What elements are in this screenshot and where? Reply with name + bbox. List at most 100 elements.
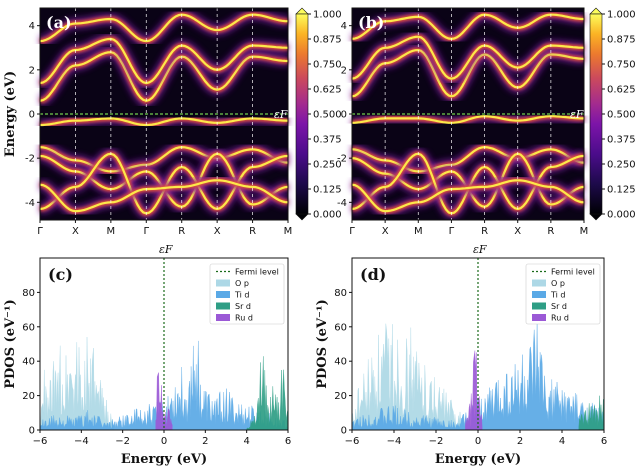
x-tick-label: 2 — [517, 436, 523, 447]
kpoint-label: R — [249, 226, 256, 237]
colorbar-tick-label: 0.000 — [607, 210, 636, 221]
legend-swatch — [216, 291, 230, 298]
colorbar-tick-label: 0.250 — [607, 160, 636, 171]
band-line — [351, 145, 585, 173]
colorbar-tick-label: 0.750 — [313, 60, 342, 71]
legend-entry: Fermi level — [235, 268, 279, 277]
fermi-label: εF — [570, 108, 584, 121]
colorbar-tick-label: 0.125 — [313, 185, 342, 196]
legend-entry: Sr d — [551, 302, 567, 311]
legend: Fermi level O p Ti d Sr d Ru d — [525, 263, 601, 325]
colorbar-tick-label: 0.500 — [607, 110, 636, 121]
band-line — [39, 51, 289, 103]
panel-label: (d) — [360, 265, 386, 284]
band-structure-panel-1: εF -4 -2 0 2 4 Γ X M Γ R X R M (b) 0.000 0.125 0.250 0.375… — [337, 7, 636, 237]
colorbar-tick-label: 0.875 — [313, 35, 342, 46]
band-line — [39, 179, 289, 213]
kpoint-label: Γ — [143, 226, 149, 237]
colorbar-tick-label: 0.250 — [313, 160, 342, 171]
colorbar — [295, 13, 309, 215]
band-line — [351, 179, 585, 213]
y-axis-label: PDOS (eV⁻¹) — [3, 299, 18, 389]
y-tick-label: -2 — [337, 154, 347, 165]
x-axis-label: Energy (eV) — [121, 452, 207, 467]
band-structure-panel-0: εF -4 -2 0 2 4 Γ X M Γ R X R M Energy (eV) (a) 0.000 0.12… — [3, 7, 342, 237]
band-line — [39, 145, 289, 173]
legend-entry: Ru d — [551, 314, 569, 323]
x-tick-label: −6 — [33, 436, 48, 447]
kpoint-label: X — [214, 226, 221, 237]
colorbar-tick-label: 0.625 — [607, 85, 636, 96]
band-line — [351, 48, 585, 98]
colorbar-tick-label: 0.750 — [607, 60, 636, 71]
legend: Fermi level O p Ti d Sr d Ru d — [209, 263, 285, 325]
series-area-sr-d — [246, 356, 289, 431]
y-tick-label: 0 — [29, 426, 35, 437]
x-tick-label: −4 — [387, 436, 402, 447]
colorbar — [589, 13, 603, 215]
x-tick-label: 6 — [285, 436, 291, 447]
y-tick-label: 0 — [341, 426, 347, 437]
legend-swatch — [216, 279, 230, 287]
colorbar-extend-bottom — [295, 213, 309, 221]
legend-entry: Ti d — [234, 291, 249, 300]
colorbar-tick-label: 0.125 — [607, 185, 636, 196]
y-tick-label: 40 — [334, 357, 347, 368]
y-tick-label: 4 — [341, 21, 347, 32]
y-tick-label: 60 — [22, 322, 35, 333]
y-tick-label: -4 — [337, 198, 347, 209]
colorbar-tick-label: 0.375 — [607, 135, 636, 146]
y-tick-label: -4 — [25, 198, 35, 209]
band-line — [352, 115, 584, 124]
y-tick-label: 80 — [334, 288, 347, 299]
legend-entry: Ru d — [235, 314, 253, 323]
colorbar-extend-top — [589, 7, 603, 15]
y-tick-label: -2 — [25, 154, 35, 165]
colorbar-tick-label: 0.500 — [313, 110, 342, 121]
y-tick-label: 4 — [29, 21, 35, 32]
legend-entry: Sr d — [235, 302, 251, 311]
y-tick-label: 80 — [22, 288, 35, 299]
colorbar-tick-label: 0.375 — [313, 135, 342, 146]
kpoint-label: R — [178, 226, 185, 237]
kpoint-label: Γ — [349, 226, 355, 237]
y-axis-label: PDOS (eV⁻¹) — [315, 299, 330, 389]
colorbar-tick-label: 0.875 — [607, 35, 636, 46]
kpoint-label: Γ — [449, 226, 455, 237]
x-tick-label: −2 — [429, 436, 444, 447]
x-tick-label: 6 — [601, 436, 607, 447]
x-axis-label: Energy (eV) — [435, 452, 521, 467]
y-tick-label: 2 — [341, 65, 347, 76]
band-line — [351, 35, 585, 80]
x-tick-label: 2 — [202, 436, 208, 447]
legend-swatch — [532, 291, 546, 298]
kpoint-label: R — [481, 226, 488, 237]
legend-swatch — [532, 314, 546, 321]
legend-swatch — [216, 302, 230, 310]
series-area-o-p — [39, 336, 115, 431]
y-tick-label: 20 — [22, 391, 35, 402]
y-tick-label: 2 — [29, 65, 35, 76]
band-line — [39, 13, 289, 43]
colorbar-extend-top — [295, 7, 309, 15]
band-line — [40, 117, 288, 127]
series-area-o-p — [351, 323, 470, 431]
kpoint-label: M — [107, 226, 116, 237]
x-tick-label: 0 — [161, 436, 167, 447]
y-tick-label: 0 — [341, 110, 347, 121]
kpoint-label: R — [547, 226, 554, 237]
y-axis-label: Energy (eV) — [3, 71, 18, 157]
series-area-ru-d — [155, 372, 173, 431]
band-line — [351, 13, 584, 41]
legend-entry: O p — [235, 279, 249, 288]
panel-label: (a) — [46, 13, 72, 32]
legend-entry: Fermi level — [551, 268, 595, 277]
kpoint-label: Γ — [37, 226, 43, 237]
fermi-label: εF — [159, 243, 173, 256]
kpoint-label: M — [414, 226, 423, 237]
x-tick-label: 0 — [475, 436, 481, 447]
kpoint-label: X — [72, 226, 79, 237]
legend-swatch — [532, 279, 546, 287]
